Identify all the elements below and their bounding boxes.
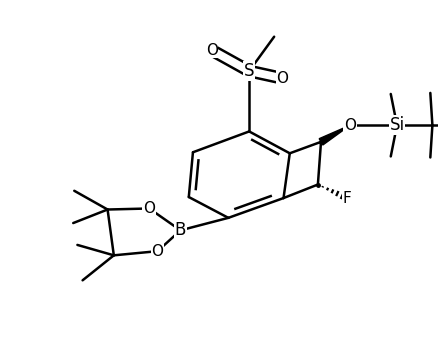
Text: Si: Si (389, 116, 404, 134)
Text: O: O (343, 118, 355, 133)
Text: O: O (276, 71, 288, 86)
Text: B: B (174, 221, 186, 239)
Polygon shape (318, 125, 350, 145)
Text: O: O (151, 244, 163, 259)
Text: F: F (342, 190, 350, 206)
Text: O: O (205, 43, 217, 58)
Text: O: O (143, 201, 155, 216)
Text: S: S (244, 62, 254, 80)
